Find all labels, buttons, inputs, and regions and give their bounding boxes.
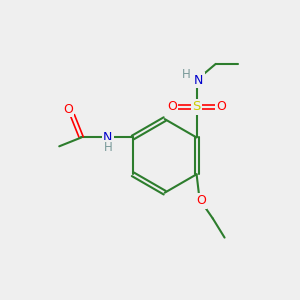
- Text: S: S: [192, 100, 201, 113]
- Text: N: N: [194, 74, 203, 87]
- Text: H: H: [103, 141, 112, 154]
- Text: N: N: [103, 131, 112, 144]
- Text: O: O: [63, 103, 73, 116]
- Text: O: O: [196, 194, 206, 207]
- Text: O: O: [167, 100, 177, 113]
- Text: O: O: [216, 100, 226, 113]
- Text: H: H: [182, 68, 191, 81]
